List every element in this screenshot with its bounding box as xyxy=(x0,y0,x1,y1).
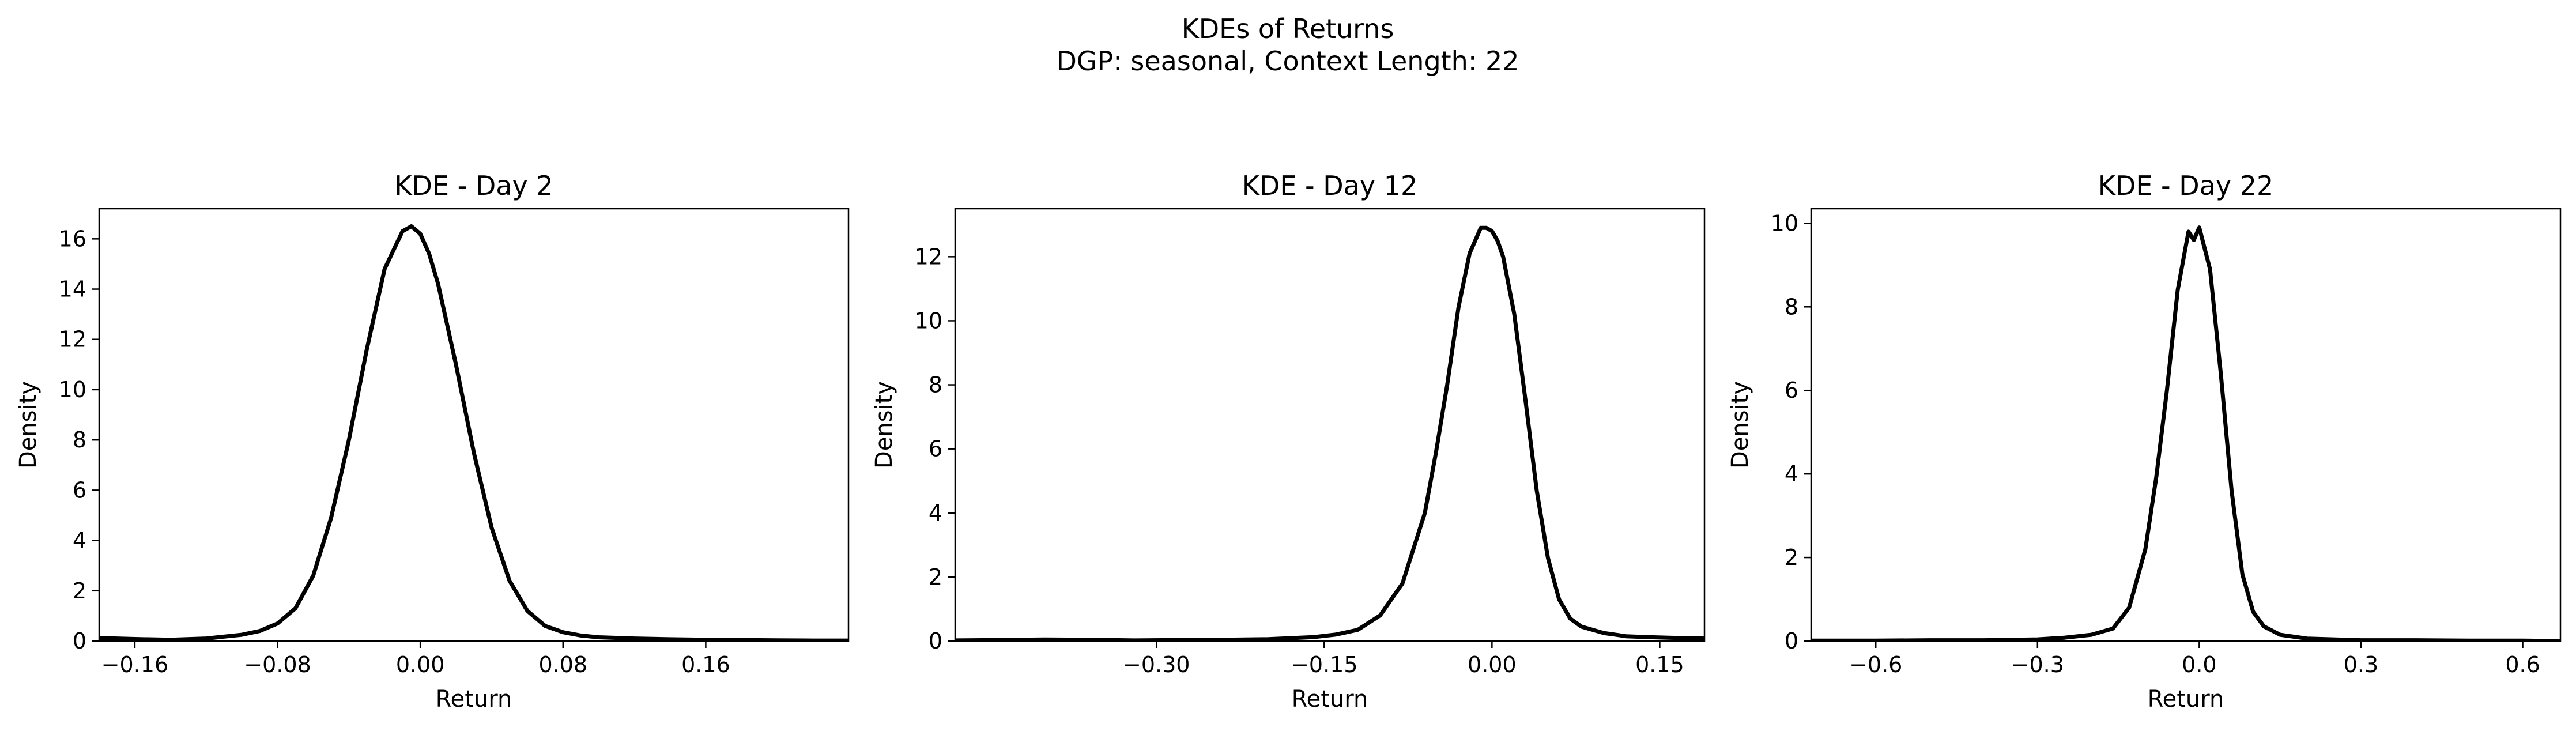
subplot-title: KDE - Day 22 xyxy=(2098,170,2273,201)
kde-line-series-0 xyxy=(955,225,1704,641)
y-tick-label: 0 xyxy=(1785,628,1798,654)
y-tick-label: 8 xyxy=(929,372,942,398)
y-tick-label: 2 xyxy=(1785,545,1798,570)
x-axis-label: Return xyxy=(436,686,512,713)
subplot-day-22: −0.6 −0.3 0.0 0.3 0.6 0 2 4 6 8 10 KDE - Day 22 Retu… xyxy=(1727,170,2562,713)
x-tick-label: 0.3 xyxy=(2344,652,2378,677)
x-tick-label: 0.6 xyxy=(2505,652,2540,677)
x-tick-label: −0.15 xyxy=(1291,652,1357,677)
y-axis-label: Density xyxy=(871,381,897,469)
y-tick-label: 0 xyxy=(929,628,942,654)
subplot-day-12: −0.30 −0.15 0.00 0.15 0 2 4 6 8 10 12 KDE - Day 12 R… xyxy=(871,170,1706,713)
kde-line-series-0 xyxy=(1811,225,2560,641)
y-tick-label: 10 xyxy=(915,308,942,333)
subplot-day-2: −0.16 −0.08 0.00 0.08 0.16 0 2 4 6 8 10 12 14 16 KDE -… xyxy=(15,170,850,713)
axes-frame xyxy=(98,208,850,642)
x-tick-label: −0.08 xyxy=(244,652,311,677)
y-tick-label: 14 xyxy=(59,277,86,302)
x-tick-label: 0.00 xyxy=(1468,652,1517,677)
y-tick-label: 16 xyxy=(59,226,86,251)
y-axis-label: Density xyxy=(1727,381,1753,469)
y-tick-label: 4 xyxy=(73,528,86,553)
y-tick-label: 8 xyxy=(73,427,86,453)
y-tick-label: 2 xyxy=(73,578,86,604)
figure-title-line2: DGP: seasonal, Context Length: 22 xyxy=(1056,46,1519,77)
x-tick-label: 0.00 xyxy=(396,652,445,677)
x-tick-label: 0.15 xyxy=(1635,652,1684,677)
y-tick-label: 6 xyxy=(73,477,86,503)
y-tick-label: 4 xyxy=(929,500,942,526)
kde-line-series-0 xyxy=(99,224,848,641)
y-tick-label: 12 xyxy=(59,327,86,352)
y-tick-label: 4 xyxy=(1785,461,1798,487)
y-tick-label: 2 xyxy=(929,564,942,590)
x-tick-label: −0.6 xyxy=(1849,652,1902,677)
axes-frame xyxy=(954,208,1706,642)
x-axis-label: Return xyxy=(2148,686,2224,713)
x-tick-label: −0.30 xyxy=(1123,652,1190,677)
y-axis-label: Density xyxy=(15,381,42,469)
x-tick-label: −0.3 xyxy=(2011,652,2064,677)
x-axis-label: Return xyxy=(1292,686,1368,713)
y-tick-label: 0 xyxy=(73,628,86,654)
y-tick-label: 6 xyxy=(1785,378,1798,403)
y-tick-label: 6 xyxy=(929,436,942,462)
x-tick-label: −0.16 xyxy=(101,652,168,677)
y-tick-label: 10 xyxy=(59,377,86,402)
y-tick-label: 12 xyxy=(915,244,942,269)
y-tick-label: 8 xyxy=(1785,294,1798,319)
subplot-title: KDE - Day 12 xyxy=(1242,170,1417,201)
axes-frame xyxy=(1810,208,2562,642)
x-tick-label: 0.08 xyxy=(538,652,587,677)
subplot-title: KDE - Day 2 xyxy=(394,170,553,201)
x-tick-label: 0.0 xyxy=(2182,652,2216,677)
figure-title-line1: KDEs of Returns xyxy=(1182,13,1394,44)
y-tick-label: 10 xyxy=(1771,210,1798,236)
x-tick-label: 0.16 xyxy=(681,652,730,677)
